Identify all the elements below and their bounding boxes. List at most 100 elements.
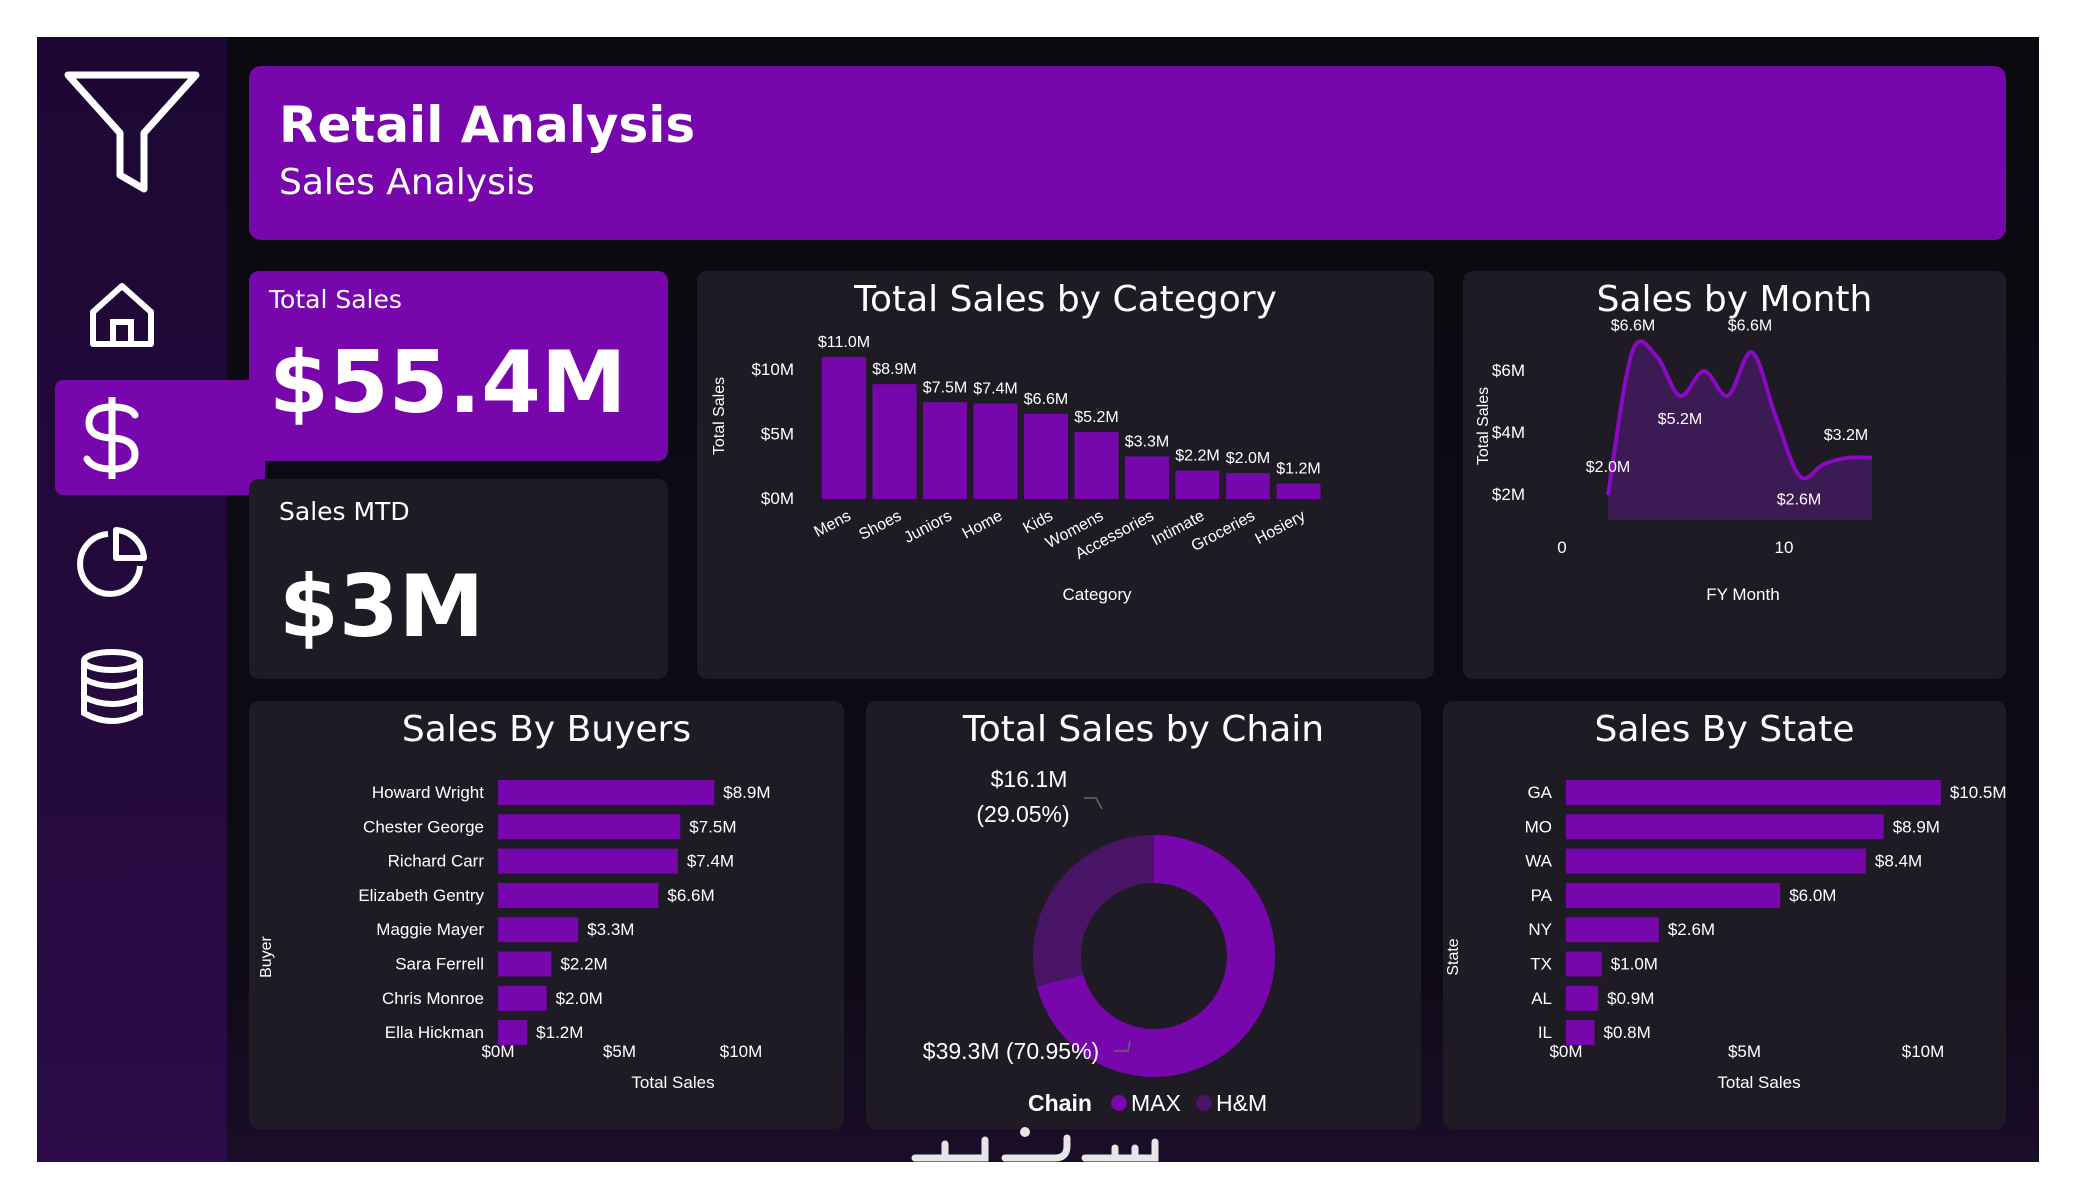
kpi-total-sales-value: $55.4M (269, 333, 627, 433)
y-axis-label: State (1445, 938, 1462, 975)
bar (923, 402, 967, 499)
bar (1566, 814, 1884, 840)
y-axis-label: Total Sales (711, 377, 728, 455)
bar (1566, 985, 1599, 1011)
data-label: $7.4M (973, 381, 1017, 398)
buyers-chart: Howard Wright $8.9M Chester George $7.5M Ric… (258, 780, 771, 1092)
bar (872, 384, 917, 499)
data-label: $6.6M (1611, 317, 1655, 334)
data-label: $5.2M (1658, 411, 1702, 428)
category-chart-title: Total Sales by Category (854, 279, 1277, 320)
bar (1226, 473, 1270, 499)
x-axis-label: Total Sales (1717, 1073, 1800, 1092)
data-label: $5.2M (1074, 409, 1118, 426)
chain-chart-title: Total Sales by Chain (962, 709, 1325, 750)
data-label: $0.9M (1607, 989, 1654, 1008)
bar (1566, 848, 1866, 874)
sidebar-active-highlight (55, 380, 265, 495)
bar (1566, 1020, 1595, 1046)
bar (1175, 470, 1220, 499)
x-tick-label: $0M (1549, 1042, 1582, 1061)
x-tick-label: $10M (720, 1042, 763, 1061)
bar (1566, 917, 1659, 943)
x-tick-label: $0M (481, 1042, 514, 1061)
y-tick-label: Chris Monroe (382, 989, 484, 1008)
y-tick-label: $4M (1492, 423, 1525, 442)
x-tick-label: 10 (1775, 538, 1794, 557)
pie-chart-icon[interactable] (37, 507, 207, 617)
data-label: $8.9M (723, 783, 770, 802)
data-label: $3.3M (587, 920, 634, 939)
kpi-total-sales-label: Total Sales (269, 285, 402, 314)
x-tick-label: Mens (811, 508, 854, 541)
y-tick-label: Chester George (363, 817, 484, 836)
data-label: $6.6M (1728, 317, 1772, 334)
dashboard-frame: Retail Analysis Sales Analysis Total Sal… (37, 37, 2039, 1162)
legend-marker (1111, 1095, 1127, 1111)
state-chart: GA $10.5M MO $8.9M WA $8.4M PA $6.0M NY $2.6M TX $1… (1445, 780, 2006, 1092)
home-icon[interactable] (37, 260, 217, 370)
data-label: $3.2M (1824, 427, 1868, 444)
database-icon[interactable] (37, 632, 207, 742)
page-subtitle: Sales Analysis (279, 162, 535, 203)
y-tick-label: PA (1531, 886, 1553, 905)
data-label: $1.2M (536, 1023, 583, 1042)
header-banner: Retail Analysis Sales Analysis (249, 66, 2006, 240)
data-label: (29.05%) (976, 801, 1069, 827)
state-chart-title: Sales By State (1594, 709, 1855, 750)
kpi-total-sales-card: Total Sales $55.4M (249, 271, 668, 461)
data-label: $7.5M (923, 379, 967, 396)
bar (498, 848, 678, 874)
y-tick-label: Howard Wright (372, 783, 484, 802)
y-axis-label: Total Sales (1475, 387, 1492, 465)
kpi-sales-mtd-label: Sales MTD (279, 497, 410, 526)
bar (498, 780, 715, 805)
dollar-icon[interactable] (37, 383, 207, 493)
bar (498, 814, 681, 840)
y-tick-label: Elizabeth Gentry (358, 886, 484, 905)
bar (498, 951, 552, 977)
bar (973, 403, 1018, 499)
bar (1566, 951, 1602, 977)
data-label: $8.9M (1893, 817, 1940, 836)
chain-chart-card: Total Sales by Chain $16.1M (29.05%) $39.3… (866, 701, 1421, 1129)
data-label: $11.0M (818, 334, 870, 351)
area-fill (1608, 341, 1872, 520)
data-label: $8.4M (1875, 852, 1922, 871)
page-title: Retail Analysis (279, 96, 696, 154)
data-label: $1.2M (1276, 461, 1320, 478)
bar (498, 985, 547, 1011)
data-label: $6.0M (1789, 886, 1836, 905)
legend-marker (1196, 1095, 1212, 1111)
y-tick-label: NY (1528, 920, 1552, 939)
data-label: $2.0M (1226, 450, 1270, 467)
y-tick-label: IL (1538, 1023, 1552, 1042)
series-line (1606, 339, 1873, 496)
y-tick-label: $10M (751, 360, 794, 379)
x-axis-label: Total Sales (631, 1073, 714, 1092)
x-axis-label: FY Month (1706, 585, 1779, 604)
bar (1125, 456, 1169, 499)
data-label: $1.0M (1611, 955, 1658, 974)
watermark-logo (911, 1127, 1159, 1162)
y-tick-label: Ella Hickman (385, 1023, 484, 1042)
y-tick-label: Sara Ferrell (395, 955, 484, 974)
bar (1074, 431, 1119, 499)
y-tick-label: Maggie Mayer (376, 920, 484, 939)
x-tick-label: $10M (1902, 1042, 1945, 1061)
y-tick-label: $5M (761, 425, 794, 444)
data-label: $16.1M (991, 766, 1068, 792)
x-tick-label: 0 (1557, 538, 1566, 557)
x-tick-label: Home (960, 507, 1006, 542)
y-tick-label: GA (1527, 783, 1552, 802)
data-label: $6.6M (667, 886, 714, 905)
filter-icon[interactable] (37, 57, 227, 207)
category-chart-card: Total Sales by Category $0M $5M $10M Total … (697, 271, 1434, 679)
data-label: $39.3M (70.95%) (923, 1038, 1099, 1064)
data-label: $10.5M (1950, 783, 2006, 802)
bar (498, 917, 579, 943)
x-tick-label: $5M (1728, 1042, 1761, 1061)
data-label: $2.6M (1777, 491, 1821, 508)
y-tick-label: $6M (1492, 361, 1525, 380)
y-tick-label: WA (1525, 852, 1552, 871)
